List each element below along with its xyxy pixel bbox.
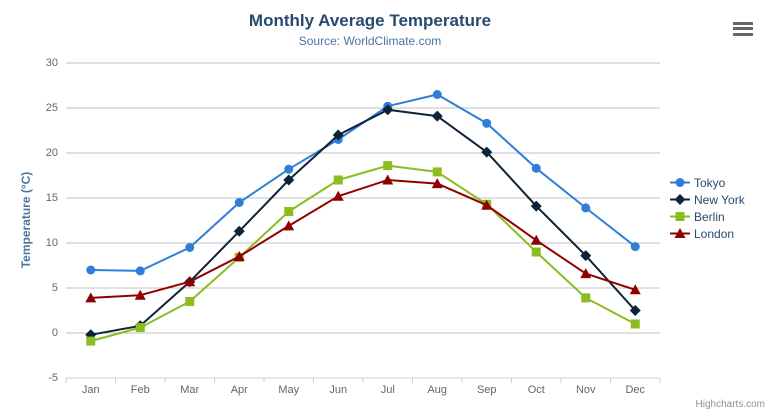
x-axis-label: Dec bbox=[625, 384, 646, 396]
x-axis-label: Oct bbox=[527, 384, 545, 396]
x-axis-label: Jun bbox=[329, 384, 348, 396]
legend-item-label: New York bbox=[694, 192, 745, 207]
legend-item-label: London bbox=[694, 226, 735, 241]
hamburger-icon bbox=[733, 21, 753, 25]
legend-item-label: Tokyo bbox=[694, 175, 726, 190]
y-axis-label: 10 bbox=[45, 237, 58, 249]
x-axis-label: Nov bbox=[575, 384, 596, 396]
series-new-york[interactable] bbox=[85, 104, 641, 341]
legend-item-new-york[interactable]: New York bbox=[670, 191, 745, 208]
x-axis-label: Mar bbox=[180, 384, 200, 396]
x-axis-label: Aug bbox=[427, 384, 448, 396]
y-axis-label: 25 bbox=[45, 102, 58, 114]
x-axis-label: Apr bbox=[230, 384, 248, 396]
y-axis-label: 30 bbox=[45, 57, 58, 69]
chart-subtitle: Source: WorldClimate.com bbox=[298, 34, 442, 48]
y-axis-label: 15 bbox=[45, 192, 58, 204]
x-axis-label: Jan bbox=[81, 384, 100, 396]
legend-item-tokyo[interactable]: Tokyo bbox=[670, 174, 745, 191]
hamburger-icon bbox=[733, 27, 753, 30]
export-menu-button[interactable] bbox=[730, 17, 756, 39]
y-axis-label: 0 bbox=[51, 327, 58, 339]
legend-diamond-marker-icon bbox=[670, 194, 690, 205]
legend: Tokyo New York Berlin London bbox=[670, 174, 745, 242]
series-london[interactable] bbox=[85, 174, 641, 303]
legend-item-label: Berlin bbox=[694, 209, 725, 224]
x-axis-label: Feb bbox=[130, 384, 150, 396]
series-tokyo[interactable] bbox=[86, 90, 640, 276]
y-axis-label: 5 bbox=[51, 282, 58, 294]
x-axis-label: Sep bbox=[476, 384, 497, 396]
x-axis-label: May bbox=[278, 384, 300, 396]
legend-square-marker-icon bbox=[670, 212, 690, 221]
legend-circle-marker-icon bbox=[670, 178, 690, 187]
x-axis-label: Jul bbox=[380, 384, 395, 396]
legend-item-berlin[interactable]: Berlin bbox=[670, 208, 745, 225]
chart-title: Monthly Average Temperature bbox=[248, 11, 492, 30]
hamburger-icon bbox=[733, 32, 753, 36]
y-axis-label: 20 bbox=[45, 147, 58, 159]
legend-item-london[interactable]: London bbox=[670, 225, 745, 242]
legend-triangle-marker-icon bbox=[670, 228, 690, 238]
credits-link[interactable]: Highcharts.com bbox=[695, 399, 765, 410]
y-axis-label: -5 bbox=[48, 372, 58, 384]
